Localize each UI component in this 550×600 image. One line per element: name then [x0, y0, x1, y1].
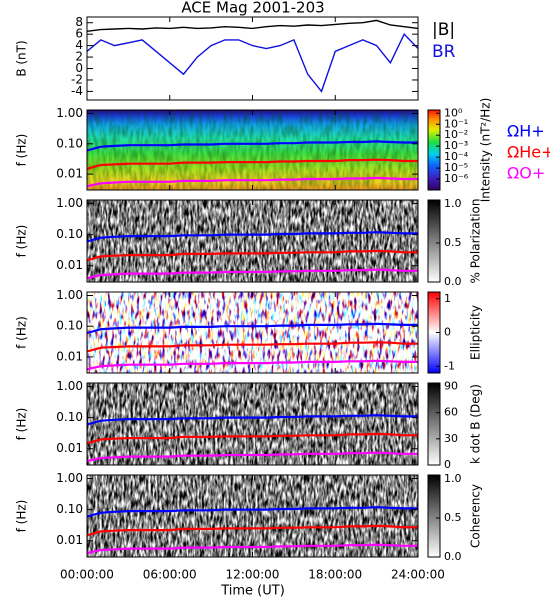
- colorbar-label: % Polarization: [469, 199, 483, 284]
- gyrofrequency-line: [86, 524, 418, 537]
- x-tick-label: 12:00:00: [226, 568, 280, 582]
- y-tick-label: 0.10: [56, 319, 83, 333]
- y-tick-label: 8: [75, 15, 83, 29]
- legend-label: BR: [432, 42, 456, 62]
- colorbar-tick-label: 60: [444, 406, 458, 419]
- y-axis-label: f (Hz): [15, 316, 29, 349]
- gyrofrequency-line: [86, 414, 418, 426]
- y-tick-label: 0.10: [56, 227, 83, 241]
- line: [86, 19, 419, 32]
- panel: [86, 292, 418, 373]
- y-tick-label: 4: [75, 38, 83, 52]
- y-tick-label: 0.10: [56, 410, 83, 424]
- gyrofrequency-line: [86, 249, 418, 262]
- colorbar: [427, 382, 441, 466]
- colorbar: [427, 109, 441, 191]
- y-tick-label: 2: [75, 50, 83, 64]
- y-tick-label: 6: [75, 27, 83, 41]
- colorbar-tick-label: 90: [444, 379, 458, 392]
- colorbar-label: k dot B (Deg): [469, 384, 483, 464]
- y-tick-label: 0.01: [56, 167, 83, 181]
- spectrogram-image: [87, 475, 418, 557]
- gyrofrequency-line: [86, 231, 418, 243]
- y-tick-label: 0.01: [56, 258, 83, 272]
- gyrofrequency-line: [86, 341, 418, 353]
- y-tick-label: 0.10: [56, 502, 83, 516]
- colorbar-tick-label: 30: [444, 432, 458, 445]
- spectrogram-image: [87, 383, 418, 465]
- spectrogram-image: [87, 292, 418, 373]
- colorbar-label: Ellipticity: [469, 305, 483, 360]
- colorbar-tick-label: 10⁻⁵: [444, 161, 468, 174]
- colorbar-tick-label: 10⁻²: [444, 128, 468, 141]
- y-tick-label: 1.00: [56, 106, 83, 120]
- y-axis-label: f (Hz): [15, 134, 29, 167]
- colorbar-tick-label: 0.0: [444, 550, 462, 563]
- colorbar-tick-label: 10⁰: [444, 106, 463, 119]
- y-axis-label: f (Hz): [15, 408, 29, 441]
- y-axis-label: f (Hz): [15, 225, 29, 258]
- y-axis-label: f (Hz): [15, 500, 29, 533]
- y-tick-label: 0.10: [56, 136, 83, 150]
- panel: [86, 19, 419, 93]
- legend-label: ΩH+: [507, 122, 545, 141]
- spectrogram-texture: [87, 110, 418, 190]
- y-tick-label: 1.00: [56, 196, 83, 210]
- y-tick-label: 1.00: [56, 379, 83, 393]
- panel: [86, 383, 418, 465]
- colorbar: [427, 199, 441, 283]
- colorbar-tick-label: 0.0: [444, 275, 462, 288]
- colorbar-tick-label: 10⁻⁴: [444, 150, 469, 163]
- y-tick-label: -4: [71, 84, 83, 98]
- colorbar-tick-label: 10⁻³: [444, 139, 468, 152]
- x-tick-label: 24:00:00: [391, 568, 445, 582]
- gyrofrequency-line: [86, 268, 418, 280]
- chart-title: ACE Mag 2001-203: [181, 0, 324, 17]
- x-tick-label: 00:00:00: [60, 568, 114, 582]
- legend-label: |B|: [432, 20, 455, 40]
- colorbar-tick-label: -1: [444, 359, 455, 372]
- y-axis-label: B (nT): [15, 40, 29, 76]
- colorbar-label: Coherency: [469, 484, 483, 548]
- colorbar-tick-label: 10⁻⁶: [444, 172, 469, 185]
- x-axis-label: Time (UT): [220, 584, 285, 599]
- y-tick-label: 0.01: [56, 349, 83, 363]
- x-tick-label: 18:00:00: [308, 568, 362, 582]
- colorbar-tick-label: 0.5: [444, 236, 462, 249]
- gyrofrequency-line: [86, 158, 418, 170]
- colorbar-label: Intensity (nT²/Hz): [479, 98, 493, 203]
- colorbar-tick-label: 0.5: [444, 511, 462, 524]
- gyrofrequency-line: [86, 322, 418, 335]
- colorbar-tick-label: 10⁻¹: [444, 117, 468, 130]
- y-tick-label: 0.01: [56, 533, 83, 547]
- y-tick-label: 1.00: [56, 471, 83, 485]
- y-tick-label: -2: [71, 72, 83, 86]
- colorbar-tick-label: 0: [444, 458, 451, 471]
- line: [86, 32, 419, 93]
- spectrogram-image: [87, 200, 418, 282]
- colorbar-tick-label: 1: [444, 292, 451, 305]
- panel: [86, 110, 418, 190]
- x-tick-label: 06:00:00: [143, 568, 197, 582]
- gyrofrequency-line: [86, 432, 418, 445]
- legend-label: ΩHe+: [507, 143, 550, 162]
- gyrofrequency-line: [86, 359, 418, 371]
- y-tick-label: 0: [75, 61, 83, 75]
- colorbar-tick-label: 0: [444, 326, 451, 339]
- panel: [86, 475, 418, 557]
- y-tick-label: 1.00: [56, 288, 83, 302]
- gyrofrequency-line: [86, 451, 418, 463]
- legend-label: ΩO+: [507, 164, 545, 183]
- gyrofrequency-line: [86, 176, 418, 188]
- gyrofrequency-line: [86, 543, 418, 555]
- gyrofrequency-line: [86, 506, 418, 518]
- y-tick-label: 0.01: [56, 441, 83, 455]
- gyrofrequency-line: [86, 140, 418, 152]
- colorbar-tick-label: 1.0: [444, 197, 462, 210]
- colorbar: [427, 474, 441, 558]
- colorbar-tick-label: 1.0: [444, 472, 462, 485]
- panel: [86, 200, 418, 282]
